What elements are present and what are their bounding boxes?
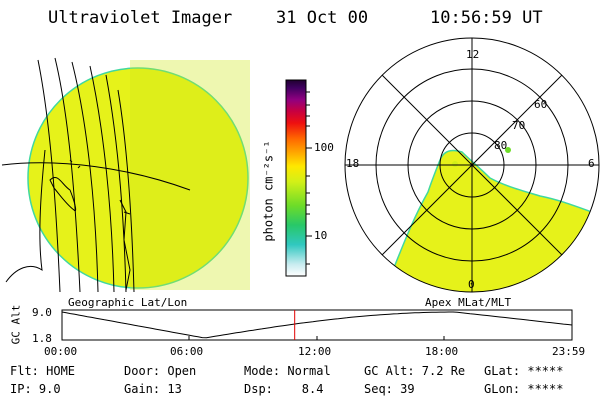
parallel-line [1, 162, 191, 191]
lat-label-70: 70 [512, 119, 526, 132]
coastline [119, 199, 131, 291]
glon-status: GLon: ***** [484, 382, 564, 396]
y-tick-min: 1.8 [32, 332, 52, 345]
time-label: 10:56:59 UT [430, 8, 543, 28]
geo-plot-title: Geographic Lat/Lon [68, 296, 188, 309]
ip-status: IP: 9.0 [10, 382, 61, 396]
meridian-line [71, 61, 99, 292]
colorbar-unit-label: photon cm⁻²s⁻¹ [261, 140, 276, 242]
door-status: Door: Open [124, 364, 197, 378]
date-label: 31 Oct 00 [276, 8, 369, 28]
mlt-label-6: 6 [588, 157, 595, 170]
meridian-line [89, 65, 115, 292]
geographic-image [1, 57, 250, 292]
seq-status: Seq: 39 [364, 382, 415, 396]
x-tick-1200: 12:00 [298, 345, 332, 358]
coastline [5, 149, 46, 283]
lat-label-80: 80 [494, 139, 508, 152]
altitude-plot [61, 309, 573, 341]
dsp-status: Dsp: 8.4 [244, 382, 324, 396]
altitude-curve [61, 311, 573, 339]
polar-plot-title: Apex MLat/MLT [425, 296, 512, 309]
mlt-label-18: 18 [346, 157, 360, 170]
colorbar-tick-10: 10 [314, 229, 328, 242]
x-tick-1800: 18:00 [425, 345, 459, 358]
meridian-line [54, 57, 81, 292]
instrument-title: Ultraviolet Imager [48, 8, 233, 28]
meridian-line [37, 59, 61, 292]
x-tick-0600: 06:00 [170, 345, 204, 358]
colorbar-tick-100: 100 [314, 141, 334, 154]
meridian-line [117, 89, 135, 292]
mode-status: Mode: Normal [244, 364, 331, 378]
island-coastline [49, 176, 77, 212]
x-tick-0000: 00:00 [44, 345, 78, 358]
gc-alt-status: GC Alt: 7.2 Re [364, 364, 466, 378]
coastline [69, 159, 131, 215]
polar-plot [344, 37, 600, 293]
lat-label-60: 60 [534, 98, 548, 111]
auroral-image [378, 147, 599, 292]
glat-status: GLat: ***** [484, 364, 564, 378]
mlt-label-0: 0 [468, 278, 475, 291]
altitude-axis-label: GC Alt [9, 304, 23, 345]
meridian-line [105, 74, 127, 292]
filter-status: Flt: HOME [10, 364, 76, 378]
gain-status: Gain: 13 [124, 382, 182, 396]
x-tick-2359: 23:59 [552, 345, 586, 358]
color-bar [285, 79, 312, 277]
y-tick-max: 9.0 [32, 306, 52, 319]
mlt-label-12: 12 [466, 48, 480, 61]
